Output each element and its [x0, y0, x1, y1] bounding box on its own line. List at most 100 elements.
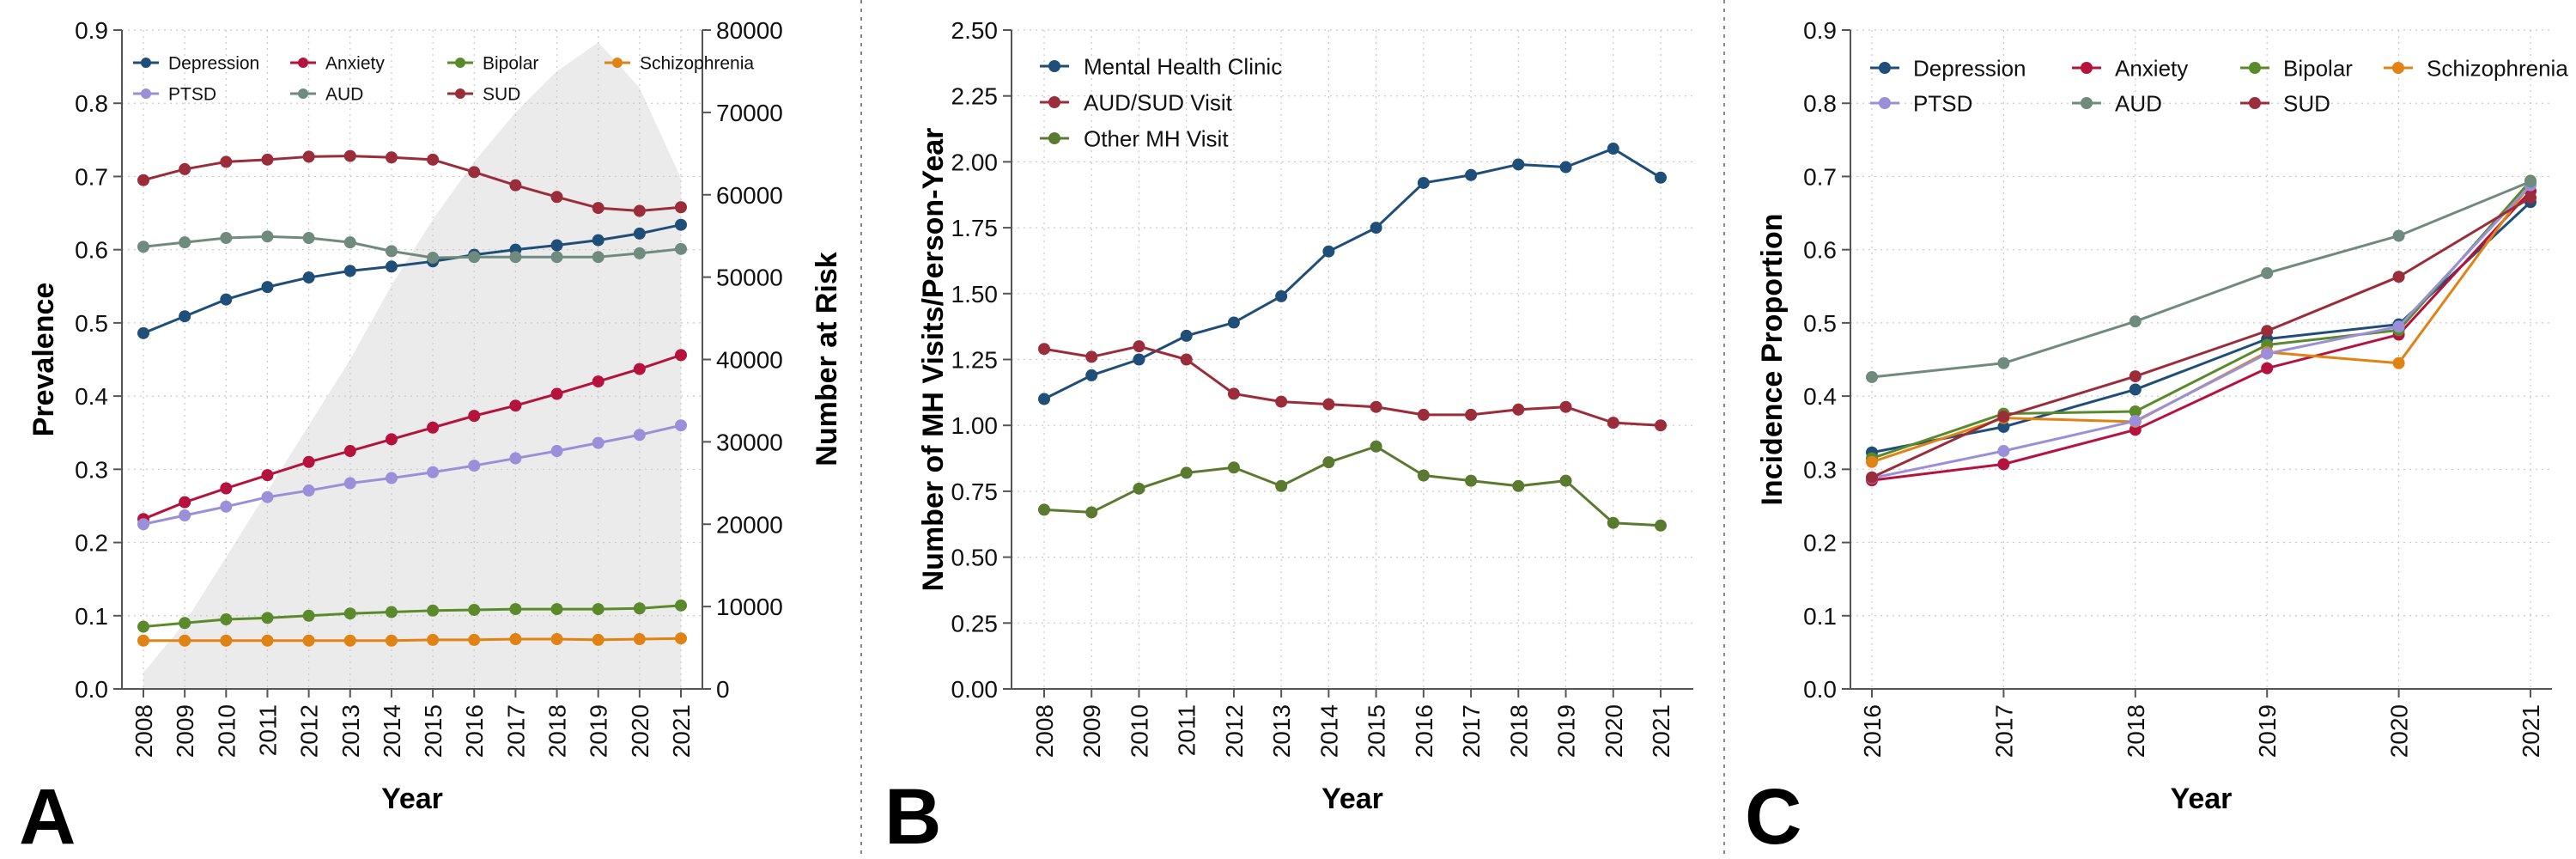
point-aud-2010 [220, 232, 233, 245]
y2-tick-label: 30000 [716, 429, 783, 455]
point-schizophrenia-2019 [592, 633, 605, 646]
point-aud-2017 [509, 251, 522, 264]
y-tick-label: 1.75 [951, 215, 999, 241]
point-anxiety-2017 [509, 399, 522, 412]
point-other-mh-visit-2018 [1512, 479, 1525, 492]
y-tick-label: 2.25 [951, 83, 999, 110]
y2-tick-label: 0 [716, 676, 730, 703]
x-tick-label: 2013 [337, 704, 364, 758]
point-sud-2018 [550, 191, 563, 204]
point-sud-2014 [385, 151, 398, 164]
y-tick-label: 0.75 [951, 478, 999, 505]
point-mental-health-clinic-2018 [1512, 158, 1525, 171]
point-mental-health-clinic-2015 [1370, 222, 1382, 235]
y-axis-title: Incidence Proportion [1756, 213, 1789, 505]
point-other-mh-visit-2021 [1655, 519, 1667, 532]
legend-label-aud: AUD [2115, 90, 2162, 116]
panel-letter-b: B [884, 773, 941, 859]
legend-marker-bipolar [2249, 62, 2261, 74]
point-aud-2019 [2261, 266, 2274, 279]
point-other-mh-visit-2010 [1133, 482, 1145, 495]
x-tick-label: 2020 [627, 704, 653, 758]
point-mental-health-clinic-2017 [1465, 168, 1478, 181]
point-anxiety-2009 [179, 496, 191, 509]
point-anxiety-2019 [592, 375, 605, 388]
point-aud-2014 [385, 245, 398, 258]
point-other-mh-visit-2009 [1085, 506, 1098, 519]
series-line-mental-health-clinic [1043, 147, 1662, 400]
legend-marker-sud [2249, 97, 2261, 109]
point-other-mh-visit-2013 [1275, 479, 1288, 492]
legend-label-bipolar: Bipolar [2283, 55, 2353, 81]
y-axis-title: Number of MH Visits/Person-Year [917, 128, 950, 592]
point-bipolar-2010 [220, 613, 233, 626]
point-ptsd-2021 [675, 419, 687, 432]
x-tick-label: 2011 [1174, 704, 1200, 756]
point-ptsd-2009 [179, 509, 191, 522]
y-tick-label: 0.1 [75, 603, 108, 630]
legend-marker-mental-health-clinic [1048, 60, 1060, 72]
y-tick-label: 0.6 [1803, 237, 1837, 264]
point-schizophrenia-2020 [633, 633, 646, 646]
legend-marker-depression [141, 58, 151, 68]
legend-marker-bipolar [455, 58, 465, 68]
panel-c: 0.0 0.1 0.2 0.3 0.4 0.5 0.6 0.7 0.8 0.9 2016 2017 20… [1745, 17, 2568, 859]
point-sud-2015 [427, 153, 440, 166]
legend: Depression Anxiety Bipolar Schizophrenia PTS… [1870, 55, 2568, 116]
point-bipolar-2017 [509, 603, 522, 616]
point-ptsd-2017 [1997, 445, 2010, 458]
point-aud-2013 [343, 236, 356, 249]
y-tick-label: 0.50 [951, 545, 999, 571]
point-sud-2021 [2524, 192, 2537, 204]
point-schizophrenia-2021 [675, 632, 687, 645]
panel-letter-a: A [19, 773, 76, 859]
point-mental-health-clinic-2013 [1275, 289, 1288, 302]
x-tick-label: 2020 [1601, 704, 1627, 758]
y-tick-label: 0.7 [1803, 163, 1837, 190]
x-tick-label: 2016 [1859, 704, 1886, 758]
x-tick-label: 2019 [1553, 704, 1580, 758]
point-bipolar-2019 [592, 603, 605, 616]
point-mental-health-clinic-2020 [1607, 143, 1619, 155]
y-tick-label: 2.50 [951, 17, 999, 44]
point-depression-2009 [179, 310, 191, 323]
panel-a: 0.0 0.1 0.2 0.3 0.4 0.5 0.6 0.7 0.8 0.9 0 10000 2000… [19, 17, 843, 859]
point-ptsd-2020 [2392, 320, 2405, 333]
point-anxiety-2020 [633, 362, 646, 375]
point-schizophrenia-2009 [179, 634, 191, 647]
point-depression-2008 [137, 326, 149, 339]
x-axis-title: Year [1321, 783, 1383, 815]
point-aud-sud-visit-2016 [1417, 408, 1430, 421]
y-tick-label: 0.6 [75, 237, 108, 264]
point-ptsd-2015 [427, 466, 440, 478]
legend-marker-aud [2081, 97, 2093, 109]
point-bipolar-2014 [385, 606, 398, 618]
point-ptsd-2018 [2129, 415, 2142, 428]
point-ptsd-2010 [220, 500, 233, 513]
series-line-schizophrenia [143, 637, 682, 643]
point-sud-2011 [261, 153, 274, 166]
point-other-mh-visit-2015 [1370, 440, 1382, 453]
x-tick-label: 2016 [461, 704, 488, 758]
y-tick-label: 1.50 [951, 281, 999, 308]
panel-b: 0.00 0.25 0.50 0.75 1.00 1.25 1.50 1.75 2.00 2.25… [884, 17, 1693, 859]
point-aud-sud-visit-2021 [1655, 419, 1667, 432]
point-ptsd-2013 [343, 477, 356, 490]
point-ptsd-2020 [633, 429, 646, 442]
point-aud-sud-visit-2020 [1607, 417, 1619, 430]
legend-label-schizophrenia: Schizophrenia [2427, 55, 2568, 81]
y-tick-label: 0.2 [1803, 530, 1837, 557]
point-anxiety-2013 [343, 445, 356, 458]
point-anxiety-2011 [261, 469, 274, 482]
point-bipolar-2020 [633, 602, 646, 615]
y-tick-label: 0.00 [951, 676, 999, 703]
point-sud-2013 [343, 149, 356, 162]
point-anxiety-2018 [550, 387, 563, 400]
series-line-sud [143, 155, 682, 212]
legend-marker-schizophrenia [2392, 62, 2404, 74]
x-tick-label: 2012 [1221, 704, 1248, 758]
point-aud-2015 [427, 252, 440, 265]
point-bipolar-2011 [261, 612, 274, 624]
series-line-bipolar [1871, 180, 2532, 460]
